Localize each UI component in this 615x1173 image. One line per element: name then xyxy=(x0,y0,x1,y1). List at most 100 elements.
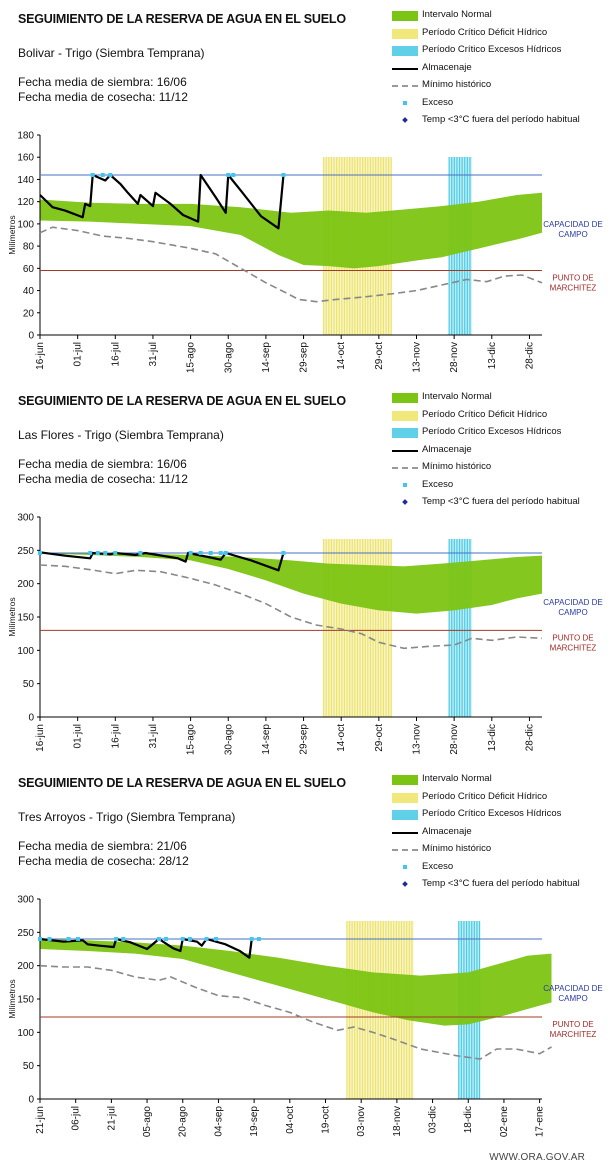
x-tick-label: 16-jul xyxy=(110,724,121,748)
excess-marker xyxy=(164,937,169,941)
y-tick-label: 50 xyxy=(23,679,35,690)
legend-label: Temp <3°C fuera del período habitual xyxy=(422,114,580,125)
legend-item-minimo-historico: Mínimo histórico xyxy=(392,460,612,478)
field-capacity-label: CAPACIDAD DE CAMPO xyxy=(543,220,602,239)
wilting-point-label-line2: MARCHITEZ xyxy=(550,643,597,652)
field-capacity-label-line1: CAPACIDAD DE xyxy=(543,598,602,607)
y-tick-label: 160 xyxy=(17,153,34,164)
legend-item-almacenaje: Almacenaje xyxy=(392,61,612,79)
x-tick-label: 03-dic xyxy=(428,1106,439,1133)
legend-swatch xyxy=(392,28,418,39)
excess-marker xyxy=(231,173,236,177)
x-tick-label: 18-nov xyxy=(392,1106,403,1137)
excess-marker xyxy=(121,937,126,941)
footer-url: WWW.ORA.GOV.AR xyxy=(489,1152,585,1163)
legend-label: Período Crítico Excesos Hídricos xyxy=(422,44,562,55)
legend-swatch xyxy=(403,100,407,105)
wilting-point-label-line2: MARCHITEZ xyxy=(550,284,597,293)
y-axis-label: Milímetros xyxy=(7,979,17,1018)
legend-label: Período Crítico Excesos Hídricos xyxy=(422,426,562,437)
x-tick-label: 28-dic xyxy=(524,724,535,751)
x-tick-label: 13-nov xyxy=(412,724,423,755)
legend-label: Intervalo Normal xyxy=(422,391,492,402)
x-tick-label: 14-oct xyxy=(336,342,347,370)
legend-label: Intervalo Normal xyxy=(422,773,492,784)
normal-interval-band xyxy=(40,939,552,1026)
x-tick-label: 15-ago xyxy=(186,342,197,374)
legend-label: Período Crítico Déficit Hídrico xyxy=(422,26,548,38)
legend-swatch xyxy=(403,864,407,869)
chart-panel-3: SEGUIMIENTO DE LA RESERVA DE AGUA EN EL … xyxy=(0,764,615,1146)
x-tick-label: 19-sep xyxy=(249,1106,260,1137)
x-tick-label: 30-ago xyxy=(223,342,234,374)
field-capacity-label-line2: CAMPO xyxy=(558,608,587,617)
legend-item-periodo-critico-deficit-hidrico: Período Crítico Déficit Hídrico xyxy=(392,790,612,808)
historic-min-line xyxy=(39,964,552,1060)
legend-item-minimo-historico: Mínimo histórico xyxy=(392,78,612,96)
wilting-point-label-line2: MARCHITEZ xyxy=(550,1030,597,1039)
y-tick-label: 60 xyxy=(23,264,35,275)
excess-marker xyxy=(218,551,223,555)
legend-item-periodo-critico-deficit-hidrico: Período Crítico Déficit Hídrico xyxy=(392,408,612,426)
field-capacity-label-line1: CAPACIDAD DE xyxy=(543,984,602,993)
x-tick-label: 31-jul xyxy=(148,724,159,748)
x-tick-label: 17-ene xyxy=(535,1106,546,1138)
excess-marker xyxy=(156,937,161,941)
excess-marker xyxy=(114,937,119,941)
excess-marker xyxy=(88,551,93,555)
x-tick-label: 14-sep xyxy=(261,724,272,755)
y-tick-label: 20 xyxy=(23,308,35,319)
x-tick-label: 19-oct xyxy=(320,1106,331,1134)
chart-site: Tres Arroyos - Trigo (Siembra Temprana) xyxy=(18,810,236,824)
legend-item-temp-3-c-fuera-del-periodo-habitual: Temp <3°C fuera del período habitual xyxy=(392,877,612,895)
x-tick-label: 31-jul xyxy=(148,342,159,366)
legend-item-almacenaje: Almacenaje xyxy=(392,825,612,843)
legend-swatch xyxy=(392,775,418,785)
chart-dates: Fecha media de siembra: 16/06 Fecha medi… xyxy=(18,75,188,105)
excess-marker xyxy=(138,551,143,555)
legend-label: Intervalo Normal xyxy=(422,9,492,20)
y-tick-label: 100 xyxy=(17,1028,34,1039)
legend-item-intervalo-normal: Intervalo Normal xyxy=(392,8,612,26)
legend-item-minimo-historico: Mínimo histórico xyxy=(392,842,612,860)
y-tick-label: 180 xyxy=(17,131,34,142)
excess-marker xyxy=(38,551,42,555)
x-tick-label: 13-dic xyxy=(487,342,498,369)
storage-line xyxy=(39,937,253,959)
legend-swatch xyxy=(392,810,418,820)
harvest-date: Fecha media de cosecha: 28/12 xyxy=(18,854,189,868)
y-tick-label: 300 xyxy=(17,513,34,524)
legend-swatch xyxy=(392,410,418,421)
wilting-point-label: PUNTO DE MARCHITEZ xyxy=(550,633,597,652)
y-tick-label: 150 xyxy=(17,995,34,1006)
legend-label: Período Crítico Déficit Hídrico xyxy=(422,790,548,802)
x-tick-label: 05-ago xyxy=(142,1106,153,1138)
sowing-date: Fecha media de siembra: 16/06 xyxy=(18,457,187,471)
x-tick-label: 14-sep xyxy=(261,342,272,373)
legend-swatch xyxy=(392,11,418,21)
x-tick-label: 20-ago xyxy=(178,1106,189,1138)
chart-legend: Intervalo Normal Período Crítico Déficit … xyxy=(392,772,612,895)
y-tick-label: 50 xyxy=(23,1061,35,1072)
x-tick-label: 06-jul xyxy=(71,1106,82,1130)
x-tick-label: 28-dic xyxy=(524,342,535,369)
x-tick-label: 21-jun xyxy=(35,1106,46,1134)
chart-dates: Fecha media de siembra: 16/06 Fecha medi… xyxy=(18,457,188,487)
chart-title: SEGUIMIENTO DE LA RESERVA DE AGUA EN EL … xyxy=(18,776,346,790)
legend-swatch xyxy=(392,831,418,834)
x-tick-label: 18-dic xyxy=(463,1106,474,1133)
wilting-point-label: PUNTO DE MARCHITEZ xyxy=(550,274,597,293)
x-tick-label: 16-jul xyxy=(110,342,121,366)
chart-legend: Intervalo Normal Período Crítico Déficit … xyxy=(392,8,612,131)
legend-label: Mínimo histórico xyxy=(422,79,492,90)
x-tick-label: 13-nov xyxy=(412,342,423,373)
legend-label: Temp <3°C fuera del período habitual xyxy=(422,878,580,889)
y-tick-label: 250 xyxy=(17,546,34,557)
harvest-date: Fecha media de cosecha: 11/12 xyxy=(18,90,188,104)
chart-site: Las Flores - Trigo (Siembra Temprana) xyxy=(18,428,224,442)
x-tick-label: 29-sep xyxy=(299,724,310,755)
storage-line xyxy=(39,173,285,230)
legend-item-periodo-critico-deficit-hidrico: Período Crítico Déficit Hídrico xyxy=(392,26,612,44)
x-tick-label: 28-nov xyxy=(449,342,460,373)
y-tick-label: 300 xyxy=(17,895,34,906)
